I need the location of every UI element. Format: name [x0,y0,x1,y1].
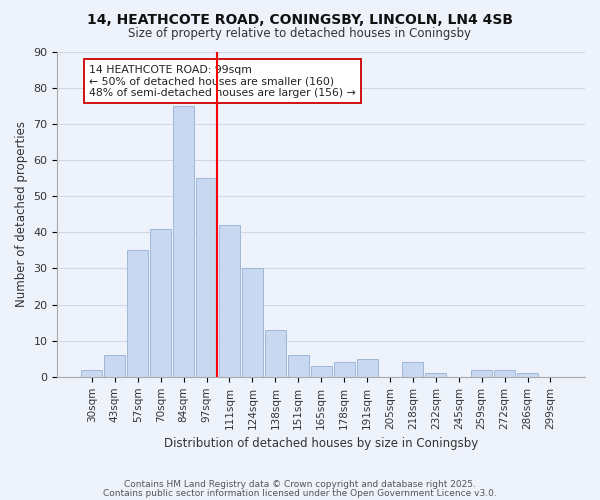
Bar [425,373,446,377]
Bar [150,228,171,377]
Y-axis label: Number of detached properties: Number of detached properties [15,121,28,307]
Text: Size of property relative to detached houses in Coningsby: Size of property relative to detached ho… [128,28,472,40]
X-axis label: Distribution of detached houses by size in Coningsby: Distribution of detached houses by size … [164,437,478,450]
Bar [219,225,240,377]
Bar [471,370,492,377]
Bar [173,106,194,377]
Text: 14 HEATHCOTE ROAD: 99sqm
← 50% of detached houses are smaller (160)
48% of semi-: 14 HEATHCOTE ROAD: 99sqm ← 50% of detach… [89,64,356,98]
Bar [334,362,355,377]
Bar [517,373,538,377]
Bar [403,362,424,377]
Bar [104,355,125,377]
Bar [356,358,377,377]
Bar [127,250,148,377]
Bar [242,268,263,377]
Text: Contains HM Land Registry data © Crown copyright and database right 2025.: Contains HM Land Registry data © Crown c… [124,480,476,489]
Bar [196,178,217,377]
Bar [311,366,332,377]
Bar [494,370,515,377]
Bar [265,330,286,377]
Text: Contains public sector information licensed under the Open Government Licence v3: Contains public sector information licen… [103,490,497,498]
Bar [82,370,103,377]
Bar [288,355,309,377]
Text: 14, HEATHCOTE ROAD, CONINGSBY, LINCOLN, LN4 4SB: 14, HEATHCOTE ROAD, CONINGSBY, LINCOLN, … [87,12,513,26]
